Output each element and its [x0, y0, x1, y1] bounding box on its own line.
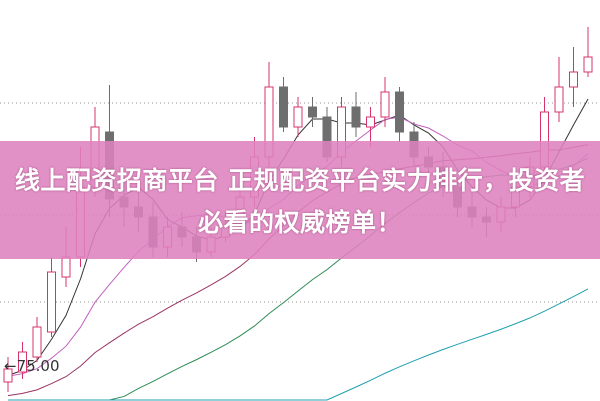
candle-down: [308, 106, 317, 118]
candle-up: [293, 106, 303, 128]
title-banner: [0, 141, 600, 259]
candle-up: [554, 86, 564, 113]
candle-up: [61, 256, 71, 278]
banner-title-line-2: 必看的权威榜单！: [197, 208, 402, 237]
candle-up: [18, 351, 27, 373]
candle-up: [3, 368, 13, 383]
candle-up: [366, 116, 375, 128]
price-marker-label: ←75.00: [4, 357, 60, 375]
candle-down: [279, 86, 288, 128]
banner-title-line-1: 线上配资招商平台 正规配资平台实力排行，投资者: [14, 166, 586, 195]
candle-up: [32, 326, 42, 358]
candle-up: [583, 56, 593, 73]
candle-up: [47, 271, 56, 333]
candle-up: [569, 71, 578, 88]
ma60-line: [8, 288, 589, 401]
candle-down: [395, 91, 404, 133]
price-marker-value: 75.00: [16, 357, 60, 375]
candle-up: [380, 91, 390, 118]
candle-down: [351, 106, 361, 128]
